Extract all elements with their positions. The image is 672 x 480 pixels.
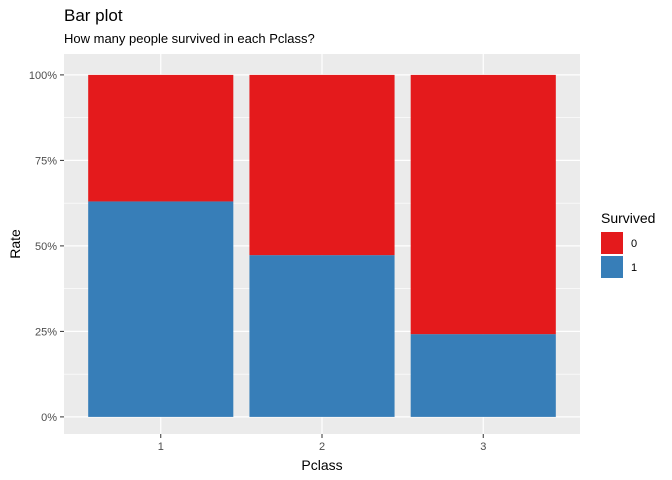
legend: Survived 0 1 (601, 210, 655, 278)
chart-title: Bar plot (64, 6, 123, 25)
y-axis-title: Rate (7, 229, 23, 259)
bar-2-survived-1 (249, 255, 395, 417)
x-tick-label: 1 (158, 441, 164, 453)
y-tick-label: 0% (41, 412, 57, 424)
x-axis: 1 2 3 (158, 434, 486, 453)
legend-label-1: 1 (631, 262, 637, 274)
y-tick-label: 100% (29, 70, 57, 82)
y-tick-label: 25% (35, 326, 57, 338)
x-tick-label: 2 (319, 441, 325, 453)
x-axis-title: Pclass (301, 457, 342, 473)
bar-2-survived-0 (249, 74, 395, 256)
y-tick-label: 75% (35, 155, 57, 167)
y-axis: 0% 25% 50% 75% 100% (29, 70, 64, 424)
legend-label-0: 0 (631, 238, 637, 250)
bar-1-survived-0 (88, 74, 234, 202)
bar-3-survived-1 (410, 334, 556, 417)
bar-1-survived-1 (88, 201, 234, 417)
legend-key-1 (601, 256, 623, 278)
y-tick-label: 50% (35, 241, 57, 253)
bars (88, 74, 556, 417)
legend-title: Survived (601, 210, 655, 226)
x-tick-label: 3 (480, 441, 486, 453)
chart-subtitle: How many people survived in each Pclass? (64, 31, 315, 46)
bar-3-survived-0 (410, 74, 556, 335)
legend-key-0 (601, 232, 623, 254)
